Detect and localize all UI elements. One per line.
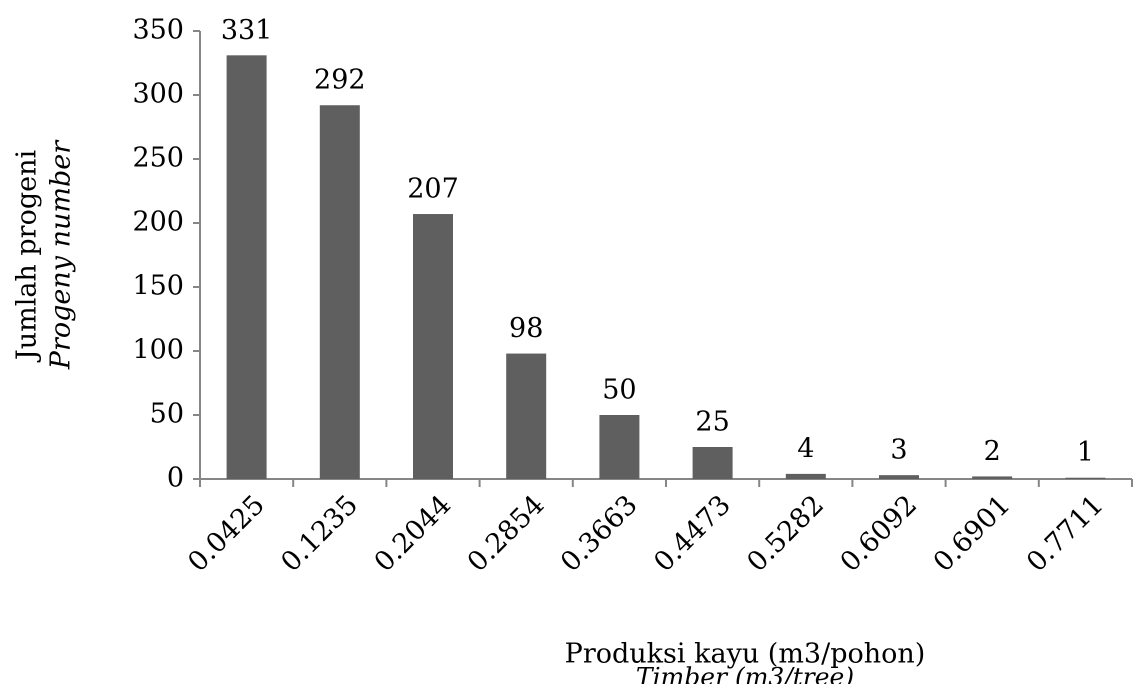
- x-tick-label: 0.0425: [182, 489, 271, 578]
- y-tick-label: 200: [132, 207, 184, 238]
- bar: [319, 105, 360, 480]
- y-tick-label: 300: [132, 79, 184, 110]
- data-label: 4: [797, 433, 814, 464]
- x-tick-label: 0.4473: [648, 489, 737, 578]
- y-tick-label: 250: [132, 143, 184, 174]
- x-tick-label: 0.5282: [741, 489, 830, 578]
- bar: [413, 214, 453, 480]
- bar: [692, 447, 733, 479]
- data-label: 1: [1077, 437, 1094, 468]
- bar: [972, 476, 1013, 479]
- bar: [1065, 477, 1106, 479]
- x-tick-label: 0.6901: [928, 489, 1017, 578]
- bar: [599, 415, 640, 479]
- bar: [785, 473, 826, 479]
- data-label: 2: [984, 436, 1001, 467]
- data-label: 3: [890, 435, 907, 466]
- data-label: 50: [602, 375, 636, 406]
- x-tick-label: 0.2854: [462, 489, 551, 578]
- x-tick-label: 0.7711: [1021, 489, 1110, 578]
- x-tick-label: 0.2044: [369, 489, 458, 578]
- data-label: 207: [407, 174, 459, 205]
- x-tick-label: 0.6092: [835, 489, 924, 578]
- x-axis-label: Produksi kayu (m3/pohon): [565, 639, 926, 670]
- bar: [226, 55, 267, 479]
- y-tick-label: 50: [150, 399, 184, 430]
- bar: [506, 353, 547, 479]
- data-label: 98: [509, 313, 543, 344]
- y-tick-label: 350: [132, 15, 184, 46]
- y-tick-label: 100: [132, 335, 184, 366]
- data-label: 292: [314, 65, 366, 96]
- y-axis-label-en: Progeny number: [46, 139, 77, 370]
- x-tick-label: 0.1235: [275, 489, 364, 578]
- x-axis-label-en: Timber (m3/tree): [636, 663, 854, 684]
- data-label: 25: [695, 407, 729, 438]
- x-tick-label: 0.3663: [555, 489, 644, 578]
- data-label: 331: [221, 15, 273, 46]
- y-tick-label: 150: [132, 271, 184, 302]
- y-axis-label: Jumlah progeni: [12, 150, 43, 364]
- bar: [879, 475, 919, 479]
- y-tick-label: 0: [167, 463, 184, 494]
